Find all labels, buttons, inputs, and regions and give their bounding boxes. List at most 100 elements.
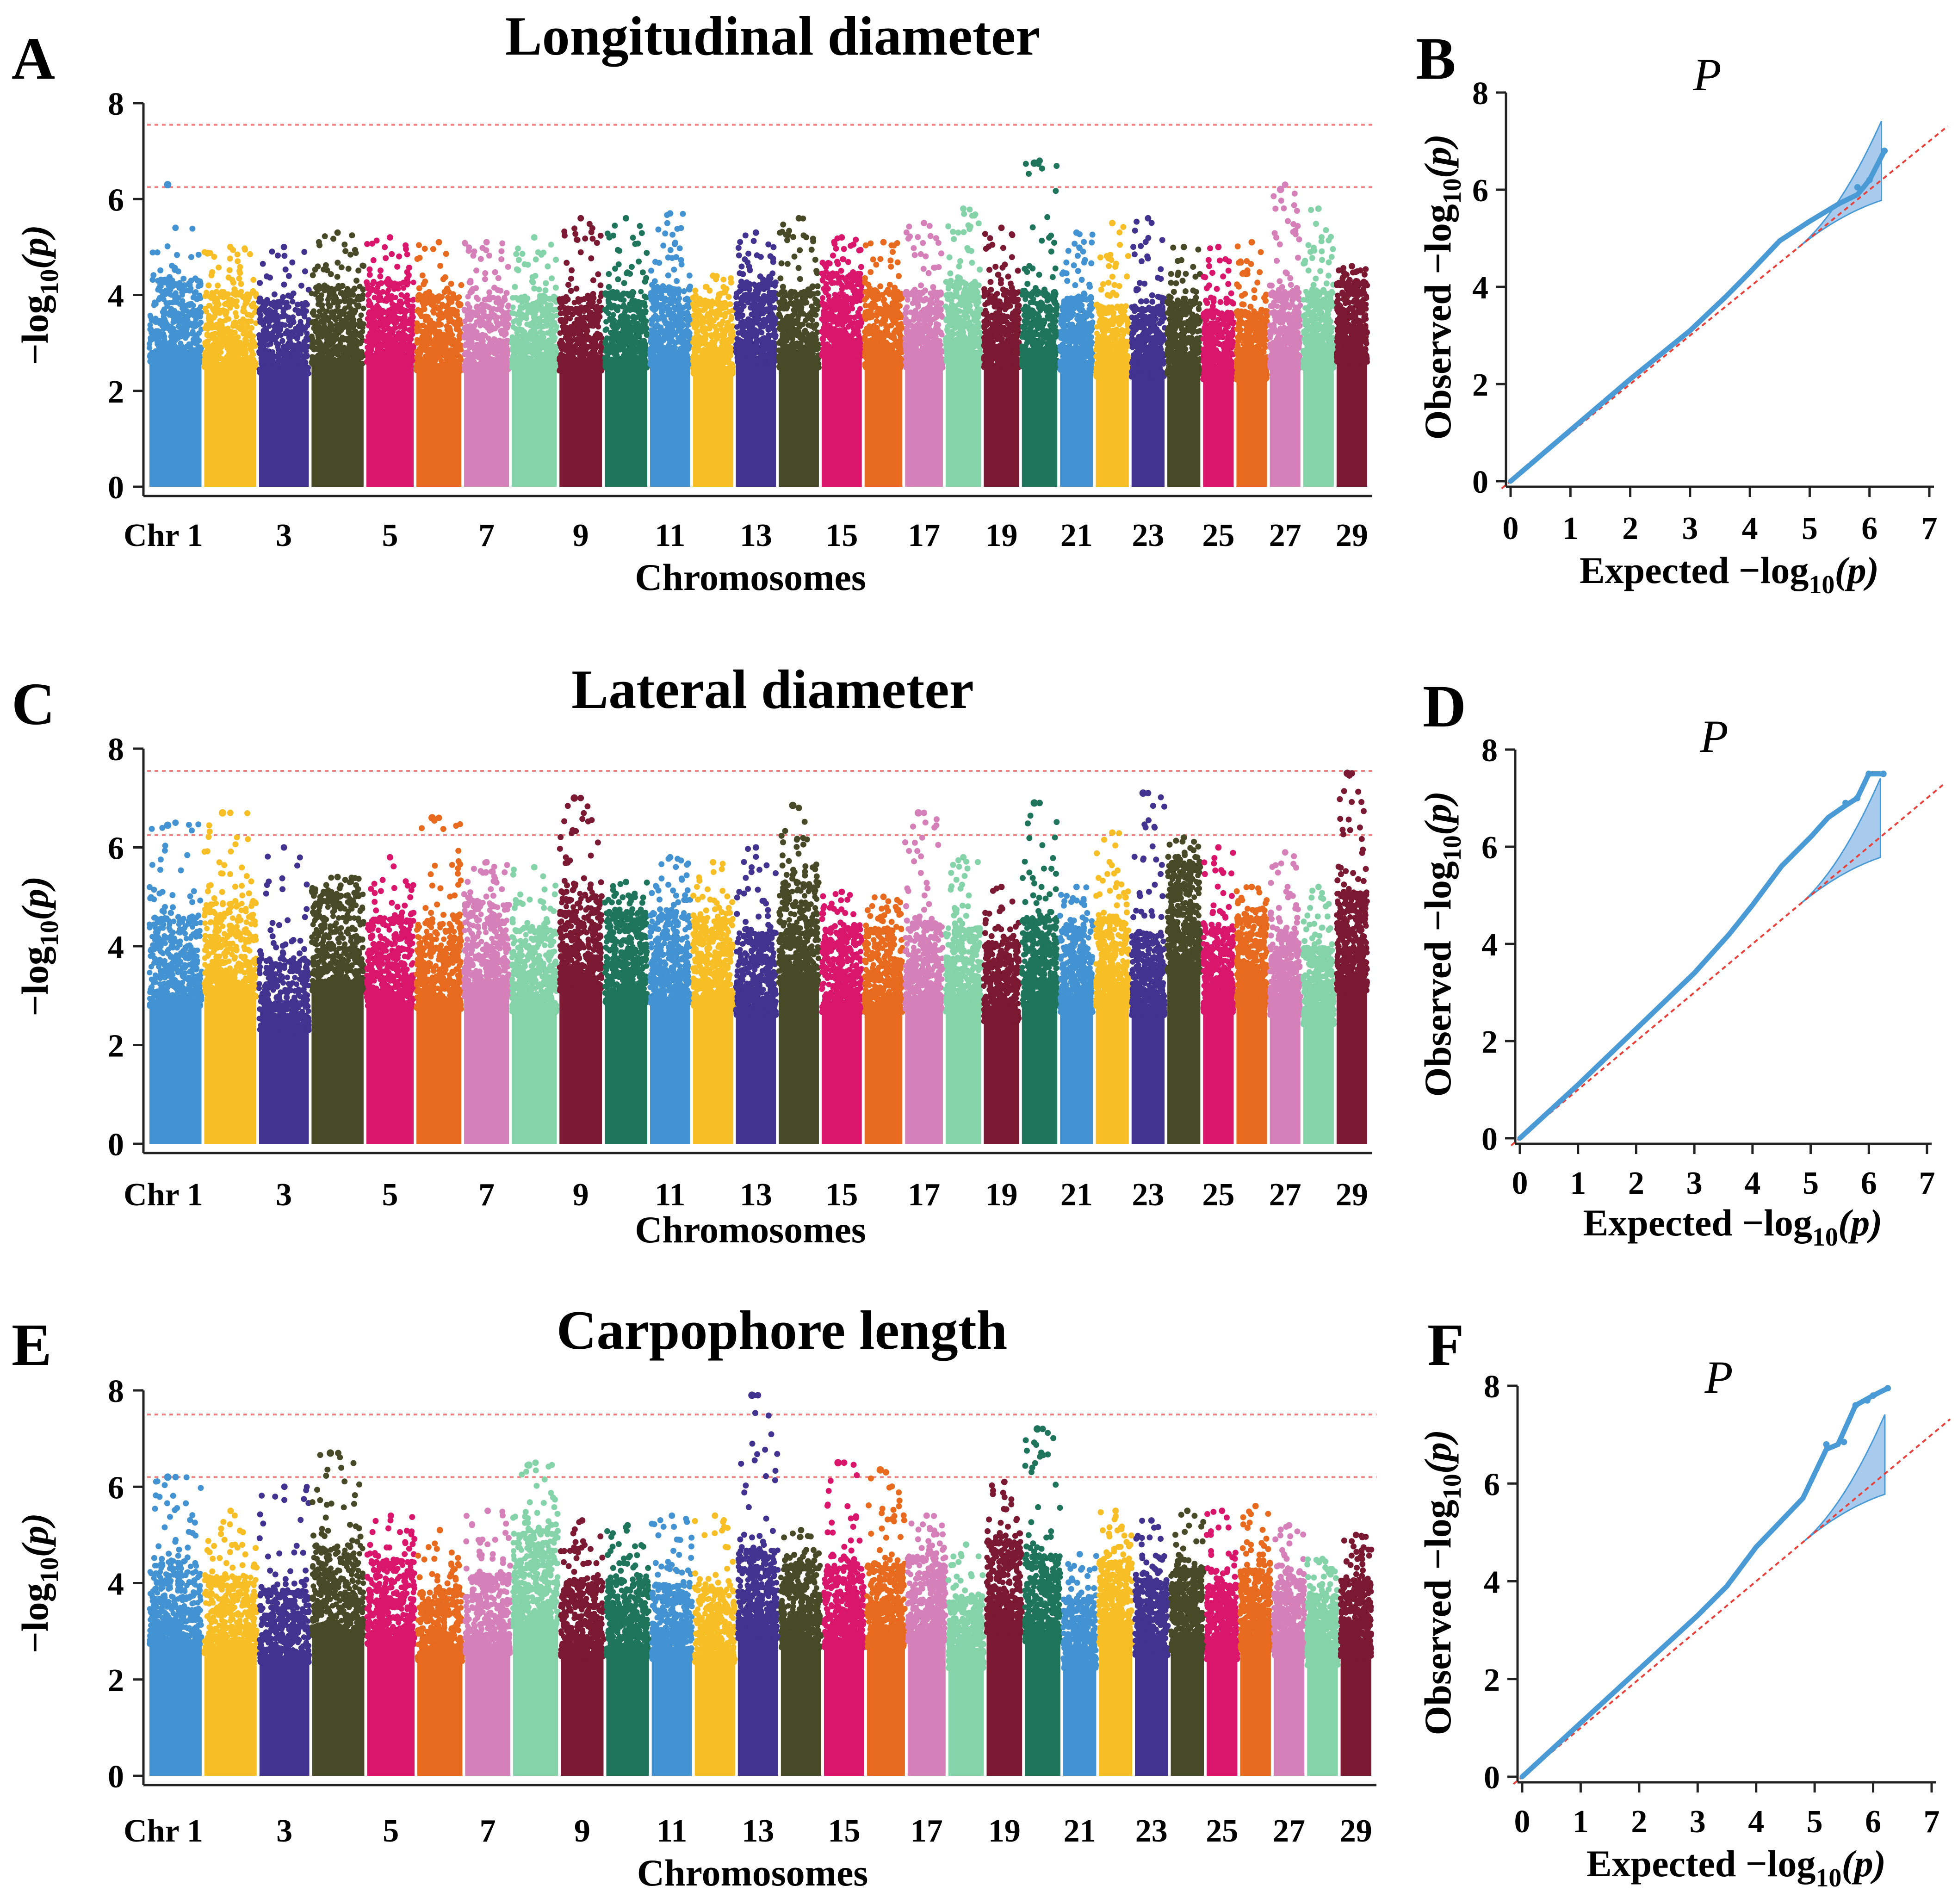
snp-point [189,226,195,232]
snp-point [242,247,248,253]
snp-point [173,312,179,318]
snp-point [250,352,256,357]
snp-point [180,310,186,316]
snp-point [157,267,163,273]
chromosome-1-dense [149,362,202,487]
snp-point [217,343,222,348]
chromosome-3-dense [259,374,309,487]
snp-point [267,318,273,324]
snp-point [232,300,238,305]
y-axis-label-tail: (p) [14,225,56,269]
snp-point [157,295,162,300]
snp-point [250,333,256,339]
snp-point [163,347,169,352]
snp-point [187,282,193,288]
snp-point [167,274,173,280]
snp-point [159,352,165,358]
snp-point [206,358,211,364]
snp-point [206,315,211,321]
snp-point [163,319,168,324]
snp-point [163,300,169,306]
snp-point [219,362,224,367]
snp-point [169,331,174,336]
chart-title: Longitudinal diameter [505,5,1041,67]
snp-point [192,359,198,365]
snp-point [295,308,301,313]
snp-point [208,321,214,326]
snp-point [280,338,285,344]
snp-point [261,340,267,346]
snp-point [245,323,250,329]
snp-point [302,341,307,347]
snp-point [225,274,231,280]
snp-point [177,332,183,337]
snp-peak [227,244,234,250]
snp-point [172,265,178,271]
snp-point [177,347,182,353]
snp-point [197,279,203,285]
snp-point [150,329,155,335]
snp-peak [172,224,179,231]
snp-point [203,349,208,355]
figure: A Longitudinal diameter02468−log10(p)Chr … [0,0,1958,1904]
snp-point [187,288,192,294]
snp-point [179,290,185,295]
snp-point [225,291,231,297]
snp-point [188,254,194,260]
snp-point [271,314,276,319]
snp-point [232,343,237,348]
snp-point [204,339,210,344]
snp-point [212,311,218,317]
snp-point [235,251,241,257]
snp-point [186,301,192,307]
snp-point [158,277,164,283]
snp-point [304,348,309,354]
snp-point [216,265,222,271]
snp-point [155,249,161,255]
snp-point [227,255,233,261]
snp-point [189,310,195,315]
y-tick-label: 8 [108,87,124,122]
snp-point [230,280,236,286]
snp-point [237,270,243,276]
snp-point [276,350,282,356]
snp-point [248,318,254,324]
snp-point [157,321,162,326]
snp-point [182,359,187,365]
snp-point [197,310,202,316]
y-axis-label-sub: 10 [35,269,64,295]
snp-point [220,319,225,324]
y-tick-label: 6 [108,182,124,218]
snp-point [197,345,203,351]
snp-point [228,305,233,310]
snp-point [209,269,215,275]
snp-point [236,291,242,298]
chromosome-2-dense [204,368,257,487]
snp-point [173,356,178,361]
snp-point [213,365,219,371]
snp-point [150,336,155,342]
snp-point [274,371,280,376]
snp-point [269,337,274,343]
snp-point [147,341,152,347]
snp-point [150,272,156,278]
snp-point [161,308,167,314]
chromosome-2-points [202,244,259,487]
snp-point [204,323,209,328]
snp-point [193,334,198,339]
snp-point [192,324,198,329]
snp-point [241,344,247,349]
snp-point [223,326,228,332]
snp-point [186,353,192,358]
snp-point [149,359,155,365]
snp-point [181,282,187,288]
snp-point [235,258,241,264]
snp-point [154,359,159,364]
snp-point [204,251,211,257]
snp-point [148,314,153,319]
snp-point [172,296,178,302]
y-tick-label: 2 [108,374,124,410]
snp-point [185,316,190,321]
snp-point [233,323,239,328]
snp-point [244,291,250,298]
